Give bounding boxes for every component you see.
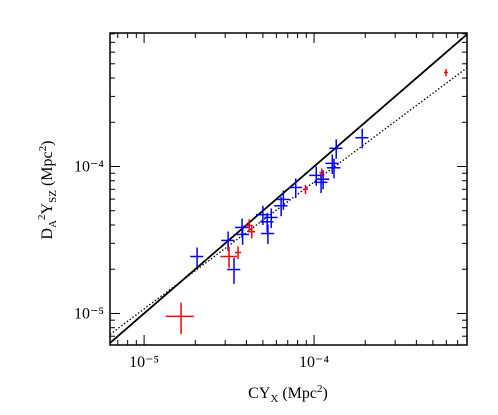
y-axis-label: DA2YSZ (Mpc2) [36, 141, 59, 240]
reference-line [110, 33, 467, 344]
plot-area [110, 33, 467, 344]
x-tick-label: 10⁻⁵ [129, 354, 159, 371]
y-tick-label: 10⁻⁵ [74, 305, 104, 322]
x-tick-label: 10⁻⁴ [299, 354, 329, 371]
reference-line [110, 67, 467, 335]
x-axis-label: CYX (Mpc2) [248, 383, 328, 405]
y-tick-label: 10⁻⁴ [74, 159, 104, 176]
